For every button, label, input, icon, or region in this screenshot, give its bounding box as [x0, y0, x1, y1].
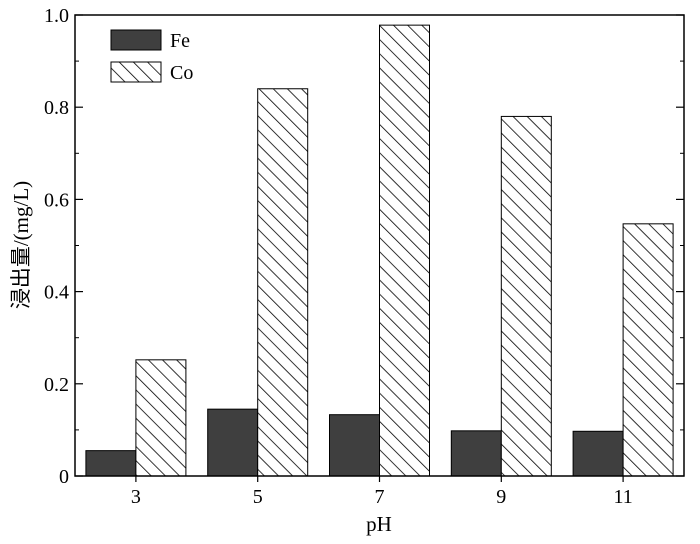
y-axis: 0 0.2 0.4 0.6 0.8 1.0	[44, 5, 684, 488]
bar-co-ph-11	[622, 223, 674, 477]
legend-swatch-fe	[110, 29, 162, 51]
bar-co-ph-5	[257, 88, 309, 477]
bar-fe-ph-3	[85, 450, 137, 477]
legend-label-fe: Fe	[170, 30, 190, 52]
x-tick-label: 3	[131, 486, 141, 508]
bar-co-ph-3	[135, 359, 187, 477]
legend-label-co: Co	[170, 62, 193, 84]
bar-fe-ph-11	[572, 430, 624, 477]
x-axis: 3 5 7 9 11	[131, 476, 633, 508]
bar-fe-ph-9	[450, 430, 502, 477]
x-tick-label: 11	[613, 486, 632, 508]
legend: Fe Co	[110, 29, 193, 84]
bars-layer	[85, 24, 674, 477]
bar-fe-ph-5	[207, 408, 259, 477]
y-axis-title: 浸出量/(mg/L)	[9, 181, 33, 309]
y-tick-label: 1.0	[44, 5, 69, 27]
y-tick-label: 0.4	[44, 282, 69, 304]
x-axis-title: pH	[366, 512, 392, 536]
x-tick-label: 7	[375, 486, 385, 508]
y-tick-label: 0.8	[44, 97, 69, 119]
y-tick-label: 0.2	[44, 374, 69, 396]
bar-co-ph-7	[379, 24, 430, 477]
bar-fe-ph-7	[329, 414, 380, 477]
x-tick-label: 5	[253, 486, 263, 508]
x-tick-label: 9	[496, 486, 506, 508]
legend-swatch-co	[110, 61, 162, 83]
y-tick-label: 0	[59, 466, 69, 488]
y-tick-label: 0.6	[44, 189, 69, 211]
bar-co-ph-9	[500, 115, 552, 477]
